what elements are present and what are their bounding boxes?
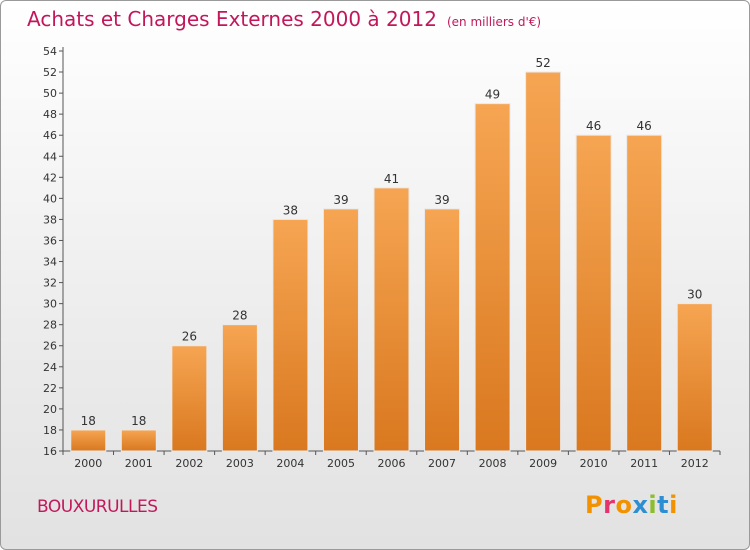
chart-title: Achats et Charges Externes 2000 à 2012 (e… bbox=[27, 7, 541, 31]
data-label-2004: 38 bbox=[283, 203, 298, 217]
data-label-2002: 26 bbox=[182, 330, 197, 344]
y-tick-label: 34 bbox=[43, 256, 57, 269]
x-tick-label: 2011 bbox=[630, 457, 658, 470]
x-tick-label: 2002 bbox=[175, 457, 203, 470]
x-tick-label: 2008 bbox=[479, 457, 507, 470]
data-label-2003: 28 bbox=[232, 309, 247, 323]
bar-2010 bbox=[575, 134, 612, 452]
y-tick-label: 42 bbox=[43, 171, 57, 184]
y-tick-label: 18 bbox=[43, 424, 57, 437]
chart-data-labels: 18 18 26 28 38 39 41 39 49 52 46 46 30 bbox=[81, 56, 703, 428]
data-label-2010: 46 bbox=[586, 119, 601, 133]
logo-letter: i bbox=[648, 491, 658, 519]
data-label-2011: 46 bbox=[637, 119, 652, 133]
data-label-2000: 18 bbox=[81, 414, 96, 428]
y-tick-label: 26 bbox=[43, 340, 57, 353]
y-tick-label: 44 bbox=[43, 150, 57, 163]
logo-letter: P bbox=[585, 491, 604, 519]
x-tick-label: 2006 bbox=[378, 457, 406, 470]
bar-2012 bbox=[676, 303, 713, 452]
y-tick-label: 46 bbox=[43, 129, 57, 142]
x-tick-label: 2004 bbox=[276, 457, 304, 470]
y-tick-label: 50 bbox=[43, 87, 57, 100]
logo-letter: o bbox=[615, 491, 633, 519]
data-label-2005: 39 bbox=[333, 193, 348, 207]
y-tick-label: 28 bbox=[43, 319, 57, 332]
bar-2005 bbox=[322, 208, 359, 452]
y-tick-label: 36 bbox=[43, 234, 57, 247]
bar-2008 bbox=[474, 103, 511, 452]
data-label-2009: 52 bbox=[535, 56, 550, 70]
bar-2000 bbox=[70, 429, 107, 452]
data-label-2008: 49 bbox=[485, 88, 500, 102]
bar-2011 bbox=[626, 134, 663, 452]
logo-letter: x bbox=[632, 491, 649, 519]
y-tick-label: 20 bbox=[43, 403, 57, 416]
bar-2004 bbox=[272, 218, 309, 452]
logo-letter: i bbox=[669, 491, 678, 519]
data-label-2012: 30 bbox=[687, 288, 702, 302]
y-tick-label: 32 bbox=[43, 277, 57, 290]
y-tick-label: 16 bbox=[43, 445, 57, 458]
chart-bars bbox=[70, 71, 713, 452]
logo-letter: r bbox=[603, 491, 616, 519]
data-label-2007: 39 bbox=[434, 193, 449, 207]
data-label-2006: 41 bbox=[384, 172, 399, 186]
bar-2002 bbox=[171, 345, 208, 452]
x-tick-label: 2007 bbox=[428, 457, 456, 470]
chart-title-text: Achats et Charges Externes 2000 à 2012 bbox=[27, 7, 437, 31]
bar-2006 bbox=[373, 187, 410, 452]
x-tick-label: 2012 bbox=[681, 457, 709, 470]
logo-letter: t bbox=[657, 491, 670, 519]
y-tick-label: 52 bbox=[43, 66, 57, 79]
y-tick-label: 24 bbox=[43, 361, 57, 374]
chart-subtitle: (en milliers d'€) bbox=[446, 15, 542, 29]
y-tick-label: 38 bbox=[43, 213, 57, 226]
data-label-2001: 18 bbox=[131, 414, 146, 428]
y-tick-label: 30 bbox=[43, 298, 57, 311]
y-tick-label: 48 bbox=[43, 108, 57, 121]
bar-2007 bbox=[424, 208, 461, 452]
chart-axes: 16 18 20 22 24 26 28 30 32 34 36 38 40 42 44 46 48 50 52 54… bbox=[43, 45, 721, 470]
y-tick-label: 22 bbox=[43, 382, 57, 395]
x-tick-label: 2010 bbox=[580, 457, 608, 470]
x-tick-label: 2003 bbox=[226, 457, 254, 470]
bar-2003 bbox=[221, 324, 258, 452]
town-name: BOUXURULLES bbox=[37, 497, 158, 517]
x-tick-label: 2001 bbox=[125, 457, 153, 470]
proxiti-logo[interactable]: Proxiti bbox=[585, 491, 678, 519]
x-tick-label: 2009 bbox=[529, 457, 557, 470]
x-tick-label: 2000 bbox=[74, 457, 102, 470]
x-tick-label: 2005 bbox=[327, 457, 355, 470]
bar-2009 bbox=[525, 71, 562, 452]
bar-2001 bbox=[120, 429, 157, 452]
y-tick-label: 40 bbox=[43, 192, 57, 205]
y-tick-label: 54 bbox=[43, 45, 57, 58]
